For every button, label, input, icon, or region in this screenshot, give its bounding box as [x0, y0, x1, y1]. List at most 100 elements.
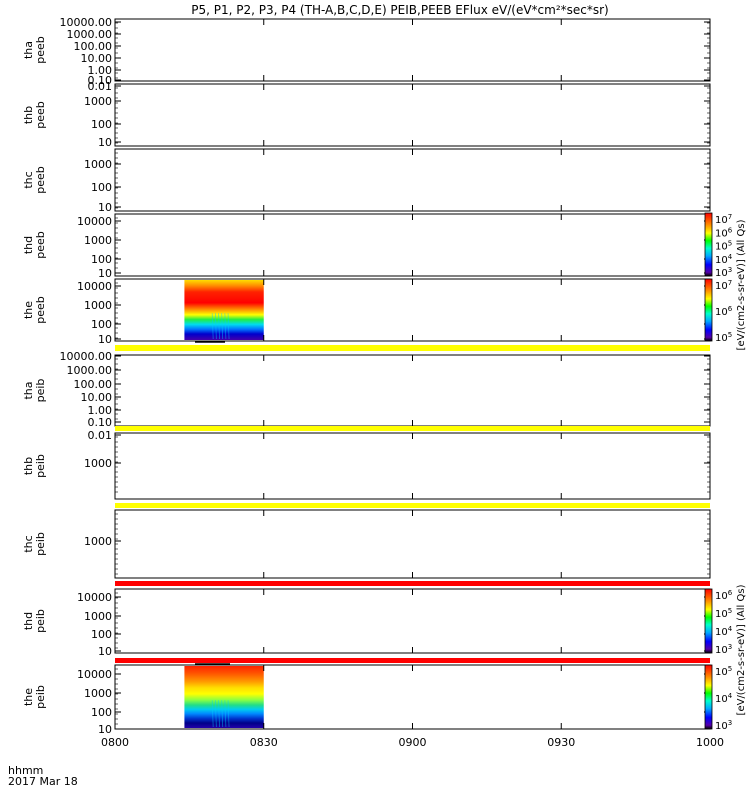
colorbar-tick-label: 107 [715, 213, 732, 226]
y-tick-label: 10000 [77, 215, 112, 228]
x-tick-label: 0830 [250, 736, 278, 749]
colorbar-tick-label: 103 [715, 719, 732, 732]
y-tick-label: 10 [98, 136, 112, 149]
y-tick-label: 1000 [84, 687, 112, 700]
y-tick-label: 100 [91, 706, 112, 719]
time-axis-label: hhmm [8, 764, 43, 777]
panel-frame [114, 432, 711, 500]
gap-bars-group [115, 341, 710, 665]
y-tick-label: 100.00 [74, 40, 113, 53]
panel-frame [114, 148, 711, 212]
y-tick-label: 100 [91, 118, 112, 131]
colorbar-scale [704, 664, 713, 730]
y-tick-label: 1000 [84, 457, 112, 470]
y-tick-label: 1000 [84, 299, 112, 312]
data-texture-streak [218, 700, 220, 728]
panel-probe-label: tha [22, 381, 35, 399]
panel-probe-label: thc [22, 171, 35, 188]
panel-species-label: peeb [34, 296, 47, 324]
panel-species-label: peib [34, 685, 47, 709]
colorbar-tick-label: 104 [715, 692, 733, 705]
panel-probe-label: thd [22, 612, 35, 630]
colorbar-tick-label: 105 [715, 240, 732, 253]
y-tick-label: 1000 [84, 95, 112, 108]
y-tick-label: 1000 [84, 158, 112, 171]
colorbar-tick-label: 107 [715, 279, 732, 292]
y-tick-label: 1000.00 [67, 364, 113, 377]
panel-frame [114, 509, 711, 579]
colorbars-group: 1071061051041031071061051061051041031051… [704, 212, 747, 732]
colorbar-tick-label: 104 [715, 625, 733, 638]
panel-species-label: peib [34, 609, 47, 633]
colorbar-scale [704, 278, 713, 342]
gap-bar [115, 345, 710, 351]
panel-species-label: peeb [34, 231, 47, 259]
colorbar-tick-label: 103 [715, 266, 732, 279]
y-tick-label: 10 [98, 645, 112, 658]
x-tick-label: 0800 [101, 736, 129, 749]
gap-bar [115, 581, 710, 586]
y-tick-label: 0.10 [88, 416, 113, 429]
y-tick-label: 100 [91, 628, 112, 641]
panel-frame [114, 18, 711, 82]
y-tick-label: 100.00 [74, 378, 113, 391]
colorbar-tick-label: 103 [715, 643, 732, 656]
y-tick-label: 100 [91, 318, 112, 331]
colorbar-4: 105 104 103 [704, 664, 733, 732]
y-tick-label: 10000.00 [60, 16, 113, 29]
data-texture-streak [224, 700, 227, 728]
colorbar-scale [704, 588, 713, 654]
y-tick-label: 1000.00 [67, 28, 113, 41]
spectrogram-panel-thc-peib: 1000 thc peib [22, 509, 711, 579]
colorbar-tick-label: 105 [715, 665, 732, 678]
y-tick-label: 10.00 [81, 391, 113, 404]
colorbar-tick-label: 106 [715, 305, 733, 318]
y-tick-label: 10 [98, 267, 112, 280]
gap-bar [115, 503, 710, 508]
panel-species-label: peib [34, 532, 47, 556]
colorbar-tick-label: 104 [715, 253, 733, 266]
colorbar-3: 106 105 104 103 [704, 588, 733, 656]
panel-probe-label: thb [22, 457, 35, 475]
panel-species-label: peeb [34, 166, 47, 194]
panel-species-label: peeb [34, 36, 47, 64]
figure-title: P5, P1, P2, P3, P4 (TH-A,B,C,D,E) PEIB,P… [191, 3, 608, 17]
panel-species-label: peib [34, 454, 47, 478]
colorbar-scale [704, 212, 713, 277]
y-tick-label: 10 [98, 723, 112, 736]
y-tick-label: 1000 [84, 234, 112, 247]
panel-frame [114, 213, 711, 277]
y-tick-label: 10 [98, 333, 112, 346]
panel-probe-label: the [22, 688, 35, 706]
panel-probe-label: the [22, 301, 35, 319]
spectrogram-panel-the-peib: 10000 1000 100 10 the peib [22, 664, 711, 736]
spectrogram-data-block [184, 280, 264, 340]
colorbar-label: [eV/(cm2-s-sr-eV)] (All Qs) [736, 219, 747, 350]
y-tick-label: 10.00 [81, 52, 113, 65]
colorbar-tick-label: 106 [715, 589, 733, 602]
data-texture-streak [227, 700, 230, 728]
y-tick-label: 10000 [77, 591, 112, 604]
data-texture-streak [221, 700, 224, 728]
x-tick-label: 0900 [399, 736, 427, 749]
panel-frame [114, 83, 711, 147]
y-tick-label: 10000 [77, 280, 112, 293]
y-tick-label: 10000 [77, 668, 112, 681]
y-tick-label: 100 [91, 253, 112, 266]
panel-species-label: peib [34, 379, 47, 403]
spectrogram-panel-thc-peeb: 1000 100 10 thc peeb [22, 148, 711, 214]
y-tick-label: 1000 [84, 610, 112, 623]
panel-probe-label: thd [22, 236, 35, 254]
colorbar-tick-label: 106 [715, 226, 733, 239]
data-texture-streak [218, 313, 220, 340]
panel-frame [114, 354, 711, 427]
spectrogram-panel-thb-peeb: 1000 100 10 thb peeb [22, 83, 711, 149]
y-tick-label: 100 [91, 181, 112, 194]
spectrogram-panel-thd-peib: 10000 1000 100 10 thd peib [22, 588, 711, 658]
spectrogram-data-block [184, 666, 264, 728]
panel-probe-label: thc [22, 535, 35, 552]
y-tick-label: 1.00 [88, 404, 113, 417]
y-tick-label: 1.00 [88, 64, 113, 77]
